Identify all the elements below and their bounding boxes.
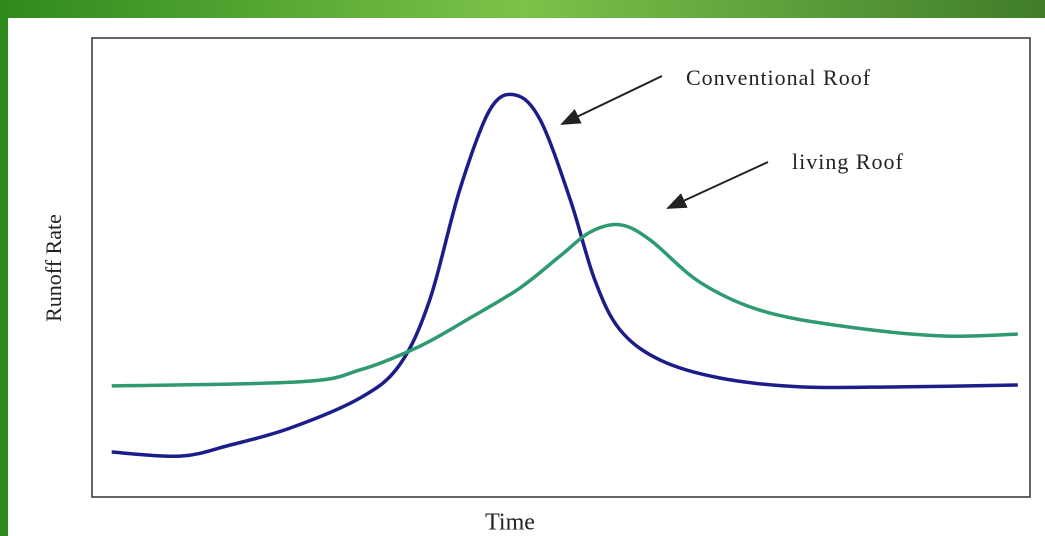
chart: Time Runoff Rate Conventional Roof livin…: [0, 0, 1045, 536]
y-axis-label: Runoff Rate: [41, 214, 66, 322]
annotation: Conventional Roof: [686, 65, 871, 90]
panel: [8, 18, 1045, 536]
annotation: living Roof: [792, 149, 904, 174]
x-axis-label: Time: [485, 510, 535, 536]
